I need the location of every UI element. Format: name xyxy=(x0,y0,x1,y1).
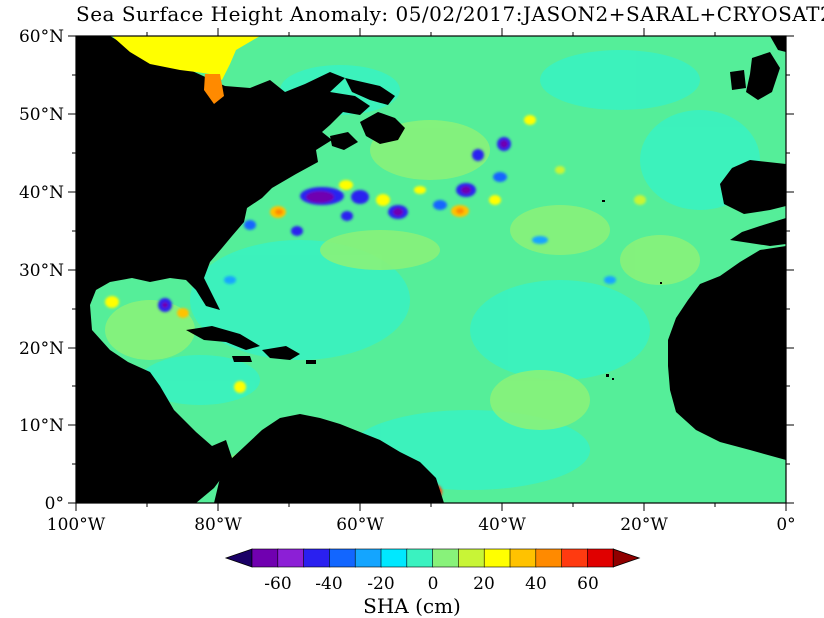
colorbar-segment xyxy=(277,548,305,568)
colorbar-tick-label: 0 xyxy=(428,574,439,594)
colorbar-segment xyxy=(535,548,563,568)
lat-label: 60°N xyxy=(19,27,64,47)
lat-label: 10°N xyxy=(19,416,64,436)
colorbar-segment xyxy=(458,548,485,568)
colorbar-segment xyxy=(406,548,434,568)
colorbar-tick-label: -60 xyxy=(264,574,291,594)
lon-label: 20°W xyxy=(620,515,668,535)
colorbar-tick-label: -20 xyxy=(367,574,394,594)
anomaly-layer xyxy=(76,36,786,503)
colorbar-segment xyxy=(483,548,511,568)
colorbar-segment xyxy=(432,548,460,568)
colorbar-segment xyxy=(251,548,279,568)
colorbar-segment xyxy=(587,548,615,568)
colorbar-segment xyxy=(329,548,356,568)
lon-label: 40°W xyxy=(478,515,526,535)
lon-label: 80°W xyxy=(194,515,242,535)
colorbar-segment xyxy=(354,548,382,568)
lon-label: 60°W xyxy=(336,515,384,535)
colorbar-arrow-low xyxy=(224,548,253,568)
lat-label: 0° xyxy=(45,494,64,514)
colorbar-tick-label: -40 xyxy=(315,574,342,594)
colorbar-tick-label: 40 xyxy=(525,574,547,594)
colorbar-segment xyxy=(561,548,589,568)
colorbar-tick-label: 60 xyxy=(577,574,599,594)
colorbar-tick-labels: -60 -40 -20 0 20 40 60 xyxy=(264,574,599,594)
lon-axis xyxy=(75,28,787,511)
map-title: Sea Surface Height Anomaly: 05/02/2017:J… xyxy=(76,2,824,26)
lat-label: 20°N xyxy=(19,339,64,359)
lat-label: 50°N xyxy=(19,105,64,125)
colorbar-segment xyxy=(303,548,331,568)
lon-label: 0° xyxy=(776,515,795,535)
colorbar-segment xyxy=(509,548,537,568)
colorbar-tick-label: 20 xyxy=(473,574,495,594)
lat-label: 40°N xyxy=(19,183,64,203)
land-masks xyxy=(76,36,786,503)
lon-label: 100°W xyxy=(47,515,106,535)
lat-axis xyxy=(68,35,794,504)
colorbar-title: SHA (cm) xyxy=(363,594,461,618)
colorbar-segment xyxy=(380,548,408,568)
colorbar xyxy=(224,548,641,568)
colorbar-arrow-high xyxy=(612,548,641,568)
lat-label: 30°N xyxy=(19,261,64,281)
